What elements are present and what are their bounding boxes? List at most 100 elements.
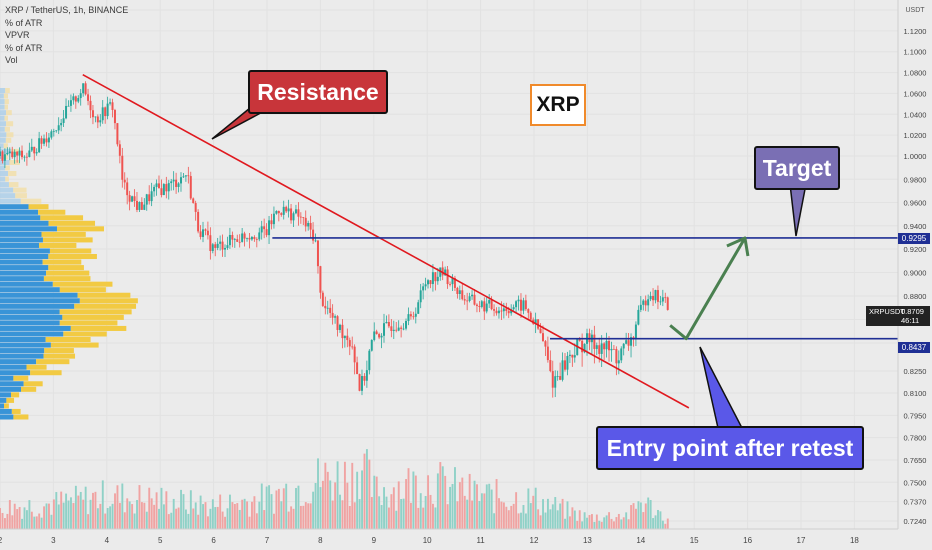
volume-profile-bar-up — [0, 182, 9, 188]
volume-bar — [331, 500, 334, 529]
candle-body — [568, 354, 571, 356]
volume-bar — [79, 491, 82, 529]
volume-bar — [162, 504, 165, 529]
volume-bar — [241, 499, 244, 529]
volume-profile-bar-up — [0, 348, 45, 354]
price-axis-tick-label: 0.9200 — [904, 245, 927, 254]
candle-body — [380, 335, 383, 338]
volume-profile-bar-down — [48, 220, 96, 226]
volume-profile-bar-down — [63, 331, 107, 337]
volume-bar — [473, 480, 476, 529]
candle-body — [45, 138, 48, 143]
candle-body — [505, 308, 508, 312]
volume-bar — [427, 475, 430, 529]
candle-body — [57, 125, 60, 131]
candle-body — [493, 309, 496, 311]
volume-profile-bar-down — [79, 298, 138, 304]
volume-profile-bar-up — [0, 198, 21, 204]
volume-bar — [263, 510, 266, 529]
candle-body — [422, 286, 425, 291]
volume-profile-bar-down — [59, 309, 132, 315]
candle-body — [478, 305, 481, 307]
price-axis-tick-label: 1.1000 — [904, 48, 927, 57]
candle-body — [642, 300, 645, 305]
candle-body — [497, 310, 500, 314]
candle-body — [23, 156, 26, 158]
volume-bar — [128, 501, 131, 529]
candle-body — [123, 179, 126, 183]
candle-body — [175, 179, 178, 187]
volume-profile-bar-up — [0, 281, 53, 287]
volume-profile-bar-up — [0, 254, 49, 260]
candle-body — [228, 234, 231, 246]
volume-bar — [495, 479, 498, 529]
volume-bar — [302, 505, 305, 529]
volume-bar — [175, 508, 178, 529]
volume-bar — [243, 498, 246, 529]
volume-bar — [67, 500, 70, 529]
volume-bar — [578, 510, 581, 529]
candle-body — [287, 208, 290, 212]
volume-bar — [226, 508, 229, 529]
volume-profile-bar-up — [0, 132, 7, 138]
volume-profile-bar-up — [0, 104, 5, 110]
volume-bar — [123, 512, 126, 529]
volume-bar — [126, 498, 129, 529]
candle-body — [211, 244, 214, 251]
volume-profile-bar-up — [0, 209, 39, 215]
volume-bar — [556, 510, 559, 529]
volume-profile-bar-up — [0, 298, 80, 304]
volume-bar — [595, 514, 598, 529]
volume-profile-bar-up — [0, 193, 16, 199]
volume-bar — [295, 488, 297, 529]
candle-body — [537, 319, 540, 329]
volume-bar — [74, 485, 77, 529]
volume-bar — [661, 520, 664, 529]
time-axis-tick-label: 3 — [51, 536, 56, 545]
price-axis-tick-label: 0.8800 — [904, 292, 927, 301]
volume-profile-bar-up — [0, 226, 57, 232]
volume-bar — [38, 513, 41, 529]
volume-bar — [375, 476, 378, 529]
time-axis-tick-label: 5 — [158, 536, 163, 545]
volume-bar — [502, 502, 505, 529]
candle-body — [441, 267, 444, 276]
volume-bar — [280, 501, 283, 529]
candle-body — [309, 222, 312, 230]
volume-bar — [632, 503, 635, 529]
candle-body — [539, 328, 542, 334]
volume-profile-bar-down — [8, 171, 17, 177]
candle-body — [480, 301, 483, 307]
volume-bar — [133, 513, 136, 529]
candle-body — [319, 266, 322, 293]
volume-bar — [48, 503, 50, 529]
volume-bar — [150, 498, 153, 529]
candle-body — [297, 209, 300, 217]
candle-body — [52, 130, 55, 132]
candle-body — [524, 300, 527, 310]
volume-bar — [206, 516, 209, 529]
candle-body — [55, 130, 58, 132]
volume-profile-bar-down — [59, 320, 118, 326]
candle-body — [167, 183, 170, 192]
volume-profile-bar-up — [0, 392, 11, 398]
volume-bar — [561, 498, 564, 529]
candle-body — [321, 292, 324, 306]
candle-body — [79, 93, 82, 99]
legend-line-vol: Vol — [5, 55, 18, 65]
volume-bar — [290, 506, 293, 529]
volume-bar — [505, 506, 508, 529]
volume-profile-bar-down — [40, 215, 84, 221]
candle-body — [50, 131, 53, 138]
volume-bar — [145, 511, 148, 529]
volume-bar — [542, 499, 544, 529]
candle-body — [603, 343, 606, 350]
volume-profile-bar-up — [0, 115, 5, 121]
volume-bar — [172, 498, 175, 529]
bar-countdown: 46:11 — [901, 316, 920, 325]
time-axis-tick-label: 18 — [850, 536, 859, 545]
candle-body — [126, 182, 129, 196]
price-axis-tick-label: 1.0200 — [904, 131, 927, 140]
volume-bar — [1, 512, 4, 529]
